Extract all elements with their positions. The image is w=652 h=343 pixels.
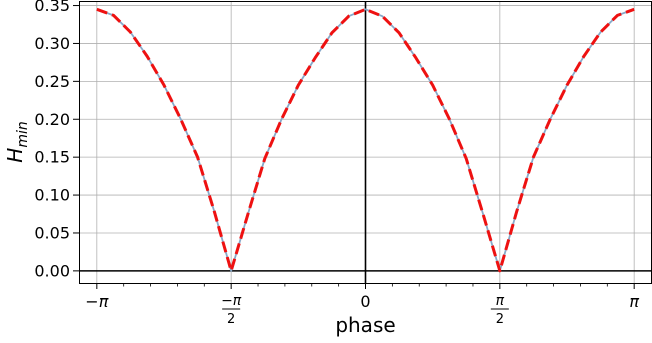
- y-axis-label: Hmin: [3, 121, 31, 162]
- y-tick-label: 0.20: [34, 110, 70, 129]
- y-axis-label-subscript: min: [15, 121, 31, 147]
- reference-lines: [79, 1, 652, 283]
- y-tick-label: 0.00: [34, 261, 70, 280]
- x-tick-label: −π: [85, 292, 108, 311]
- x-tick-label-numerator: π: [496, 293, 505, 309]
- y-tick-label: 0.35: [34, 0, 70, 15]
- y-tick-label: 0.25: [34, 72, 70, 91]
- x-tick-label-denominator: 2: [227, 312, 235, 327]
- x-tick-label: 0: [360, 292, 370, 311]
- axis-ticks: −π −π 2 0 π 2 π 0.00 0.05 0.10 0.15 0.20 0.25 0.30 0.3…: [34, 0, 639, 327]
- x-tick-label-numerator: −π: [221, 293, 242, 309]
- data-series: [96, 7, 635, 273]
- y-axis-label-main: H: [3, 148, 27, 163]
- y-tick-label: 0.10: [34, 186, 70, 205]
- x-axis-label: phase: [335, 313, 395, 337]
- series-line-solid: [96, 8, 635, 272]
- x-tick-label-denominator: 2: [496, 312, 504, 327]
- y-tick-label: 0.15: [34, 148, 70, 167]
- y-tick-label: 0.30: [34, 34, 70, 53]
- x-tick-label: π: [629, 292, 639, 311]
- y-tick-label: 0.05: [34, 223, 70, 242]
